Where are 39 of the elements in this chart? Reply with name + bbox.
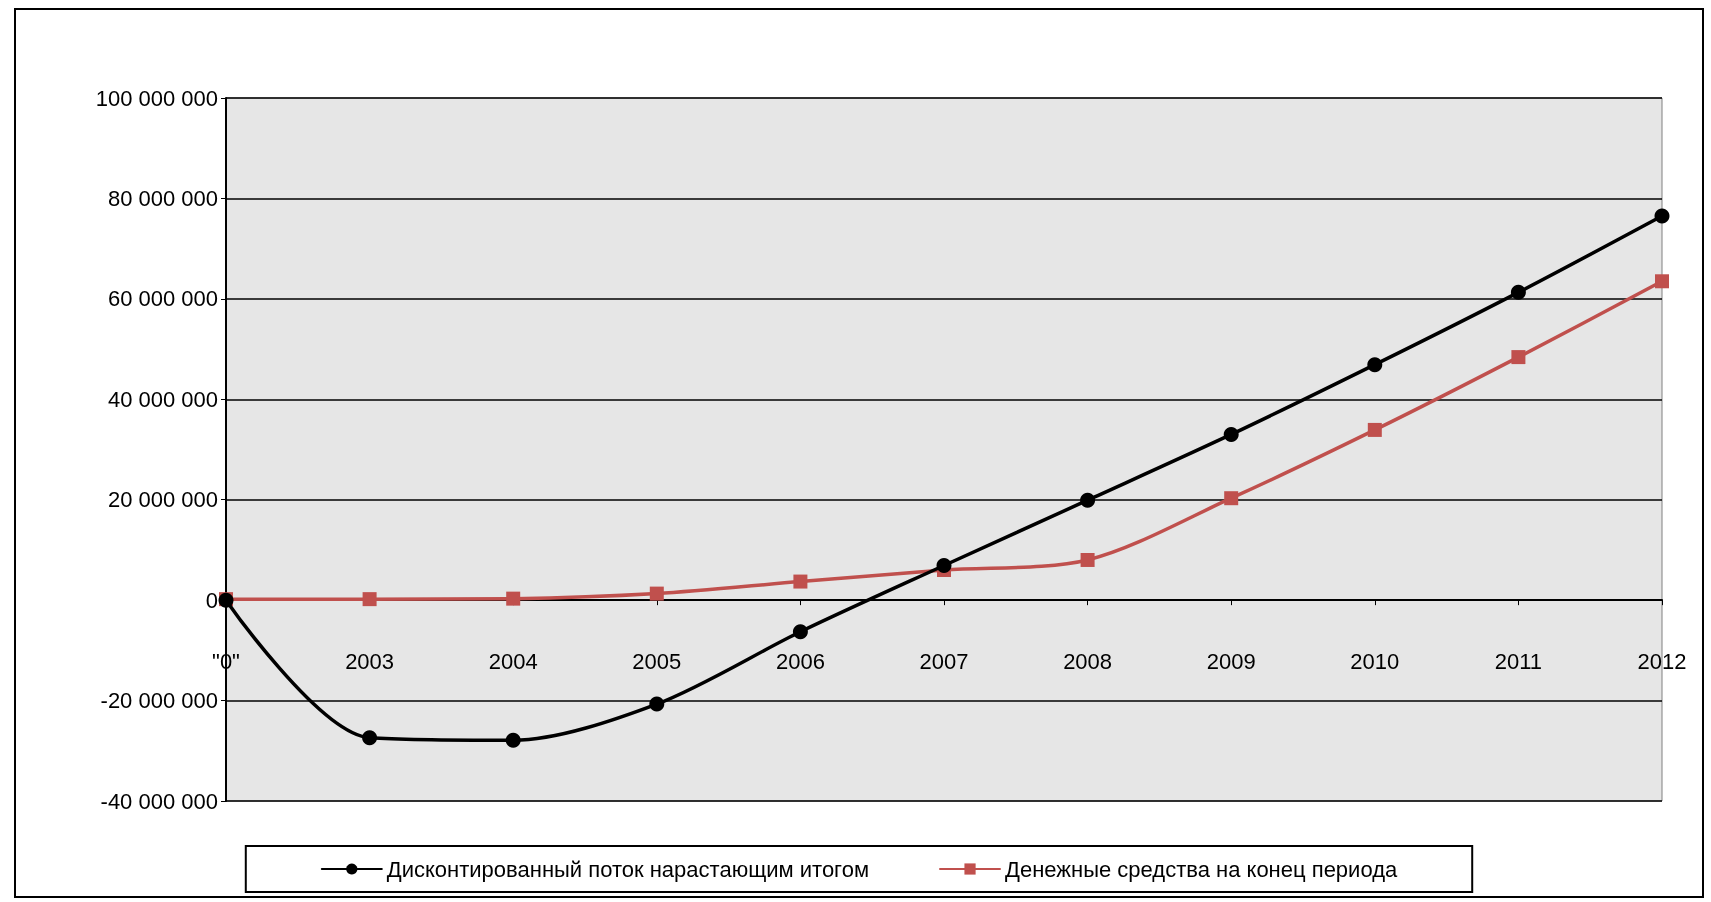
- legend-label: Дисконтированный поток нарастающим итогом: [386, 856, 870, 882]
- x-tick-label: 2007: [919, 648, 969, 674]
- point: [362, 730, 378, 746]
- point: [1655, 274, 1669, 289]
- point: [649, 696, 665, 712]
- y-tick-label: 100 000 000: [95, 85, 218, 111]
- y-tick-label: -40 000 000: [100, 788, 218, 814]
- point: [505, 732, 521, 748]
- x-tick-label: 2004: [488, 648, 538, 674]
- point: [649, 586, 664, 601]
- y-tick-label: 40 000 000: [107, 386, 218, 412]
- point: [793, 574, 808, 589]
- point: [1223, 426, 1239, 442]
- x-tick-label: 2011: [1494, 648, 1543, 674]
- x-tick-label: 2006: [775, 648, 825, 674]
- y-tick-label: 0: [205, 587, 218, 613]
- y-tick-label: -20 000 000: [100, 688, 218, 714]
- point: [506, 591, 521, 606]
- point: [1511, 350, 1526, 365]
- point: [1224, 491, 1239, 506]
- point: [1367, 422, 1382, 437]
- x-tick-label: 2003: [345, 648, 395, 674]
- point: [936, 558, 952, 573]
- point: [1510, 284, 1526, 300]
- point: [362, 592, 377, 607]
- x-tick-label: 2008: [1063, 648, 1113, 674]
- legend-label: Денежные средства на конец периода: [1005, 856, 1398, 882]
- point: [1080, 492, 1096, 508]
- point: [1367, 357, 1383, 373]
- point: [1080, 552, 1095, 567]
- x-tick-label: 2012: [1637, 648, 1687, 674]
- y-tick-label: 20 000 000: [107, 487, 218, 513]
- x-tick-label: 2009: [1206, 648, 1256, 674]
- point: [1654, 208, 1670, 224]
- y-tick-label: 60 000 000: [107, 286, 218, 312]
- y-tick-label: 80 000 000: [107, 185, 218, 211]
- point: [792, 624, 808, 640]
- x-tick-label: 2005: [632, 648, 682, 674]
- x-tick-label: 2010: [1350, 648, 1400, 674]
